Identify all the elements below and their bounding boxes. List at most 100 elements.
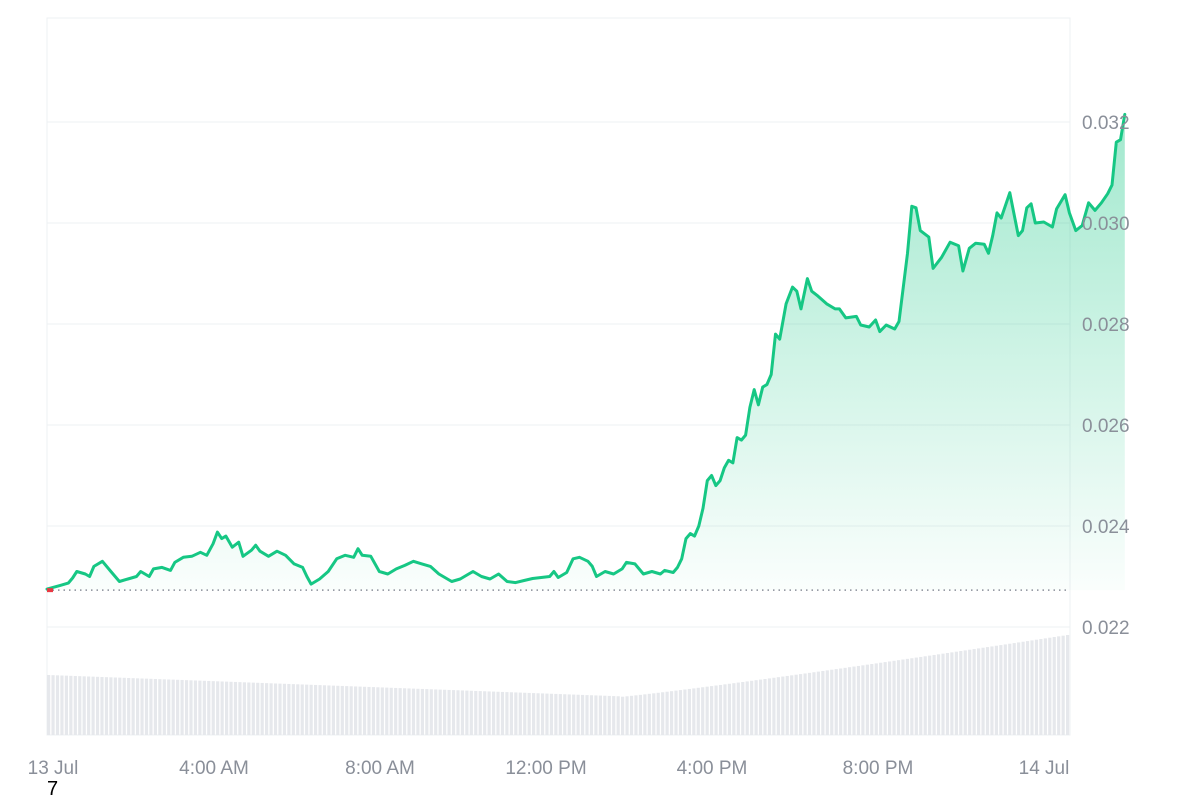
volume-bar [799, 674, 803, 735]
volume-bar [229, 681, 233, 735]
stray-label: 7 [47, 778, 59, 800]
volume-bar [536, 693, 540, 735]
volume-bar [634, 695, 638, 735]
volume-bar [496, 691, 500, 735]
volume-bar [527, 692, 531, 735]
volume-bar [1052, 637, 1056, 735]
x-tick-label: 8:00 PM [843, 758, 914, 779]
volume-bar [278, 683, 282, 735]
x-tick-label: 13 Jul [28, 758, 79, 779]
x-axis: 13 Jul 4:00 AM 8:00 AM 12:00 PM 4:00 PM 8:00 … [28, 758, 1070, 779]
volume-bar [434, 689, 438, 735]
volume-bar [149, 678, 153, 735]
volume-bar [1012, 643, 1016, 735]
y-axis: 0.022 0.024 0.026 0.028 0.030 0.032 [1082, 113, 1130, 639]
volume-bar [629, 695, 634, 735]
volume-bar [847, 667, 852, 735]
volume-bar [518, 692, 522, 735]
volume-bar [465, 690, 469, 735]
y-tick-label: 0.032 [1082, 113, 1130, 134]
volume-bar [963, 650, 967, 735]
volume-bar [554, 693, 558, 735]
volume-bar [781, 676, 785, 735]
price-area-fill [47, 114, 1125, 591]
volume-bar [892, 660, 896, 735]
volume-bar [603, 695, 607, 735]
volume-bar [144, 678, 149, 735]
volume-bar [256, 682, 260, 735]
volume-bar [870, 664, 874, 735]
volume-bar [429, 689, 433, 735]
volume-bar [825, 670, 829, 735]
volume-bar [710, 686, 714, 735]
volume-bar [95, 676, 100, 735]
volume-bar [923, 656, 927, 735]
volume-bar [843, 667, 847, 735]
volume-bar [1025, 641, 1030, 735]
volume-bar [354, 686, 358, 735]
volume-bar [305, 684, 309, 735]
volume-bar [242, 682, 246, 735]
volume-bar [238, 682, 242, 735]
volume-bar [598, 695, 602, 735]
volume-bar [411, 688, 416, 735]
volume-bar [558, 694, 562, 735]
volume-bar [910, 658, 914, 735]
volume-bar [687, 688, 691, 735]
volume-bar [1003, 644, 1007, 735]
volume-bar [140, 678, 144, 735]
volume-bar [78, 676, 82, 735]
volume-bar [772, 677, 776, 735]
volume-bar [981, 647, 985, 735]
volume-bar [300, 684, 304, 735]
volume-bar [193, 680, 198, 735]
volume-bar [928, 655, 932, 735]
volume-bar [313, 684, 318, 735]
volume-bar [265, 683, 269, 735]
volume-bar [532, 693, 536, 735]
volume-bar [127, 677, 131, 735]
volume-bar [785, 675, 789, 735]
x-tick-label: 4:00 PM [677, 758, 748, 779]
volume-bar [834, 669, 838, 735]
volume-bar [51, 675, 55, 735]
volume-bar [959, 651, 963, 735]
volume-bar [469, 690, 473, 735]
volume-bar [852, 666, 856, 735]
volume-bar [509, 692, 513, 735]
volume-bar [371, 687, 376, 735]
volume-bar [816, 671, 821, 735]
y-tick-label: 0.024 [1082, 517, 1130, 538]
volume-bar [545, 693, 549, 735]
volume-bar [327, 685, 331, 735]
volume-bar [82, 676, 86, 735]
volume-bar [972, 649, 976, 735]
volume-bar [60, 675, 64, 735]
volume-bar [260, 682, 264, 735]
volume-bar [741, 681, 745, 735]
volume-bar [309, 684, 313, 735]
volume-bar [47, 675, 51, 735]
volume-bar [1061, 635, 1065, 735]
volume-bar [683, 689, 687, 735]
volume-bar [220, 681, 224, 735]
volume-bar [594, 695, 598, 735]
volume-bar [122, 677, 126, 735]
volume-bar [732, 683, 736, 735]
volume-bar [607, 695, 611, 735]
volume-bar [291, 684, 295, 735]
volume-bar [287, 683, 291, 735]
volume-bar [389, 687, 393, 735]
volume-bar [224, 681, 229, 735]
volume-bar [362, 686, 367, 735]
volume-bar [273, 683, 278, 735]
volume-bar [950, 652, 954, 735]
volume-bar [55, 675, 60, 735]
volume-bar [376, 687, 380, 735]
volume-bar [500, 691, 505, 735]
volume-bar [638, 694, 643, 735]
volume-bar [456, 690, 460, 735]
volume-bar [474, 690, 478, 735]
volume-bar [803, 673, 807, 735]
